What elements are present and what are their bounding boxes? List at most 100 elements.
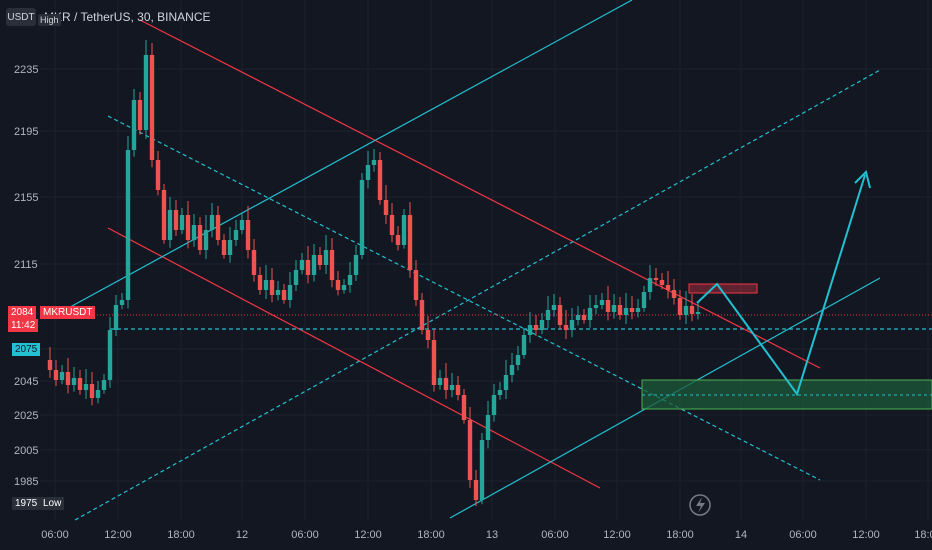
candle-body bbox=[215, 215, 221, 240]
candle-body bbox=[413, 270, 419, 300]
candle-body bbox=[575, 315, 581, 320]
x-tick-label: 12:00 bbox=[354, 529, 382, 541]
candle-body bbox=[347, 275, 353, 285]
candle-body bbox=[407, 215, 413, 270]
candle-body bbox=[107, 330, 113, 380]
candle-body bbox=[287, 285, 293, 300]
candle-body bbox=[185, 215, 191, 240]
x-tick-label: 13 bbox=[486, 529, 498, 541]
candle-body bbox=[437, 378, 443, 385]
candle-body bbox=[401, 215, 407, 245]
x-tick-label: 12:00 bbox=[852, 529, 880, 541]
candle-body bbox=[647, 278, 653, 292]
projection-path bbox=[696, 174, 866, 397]
candle-body bbox=[137, 100, 143, 130]
candle-body bbox=[395, 235, 401, 245]
candle-body bbox=[275, 290, 281, 295]
candle-body bbox=[281, 290, 287, 300]
candle-body bbox=[119, 300, 125, 305]
candle-body bbox=[461, 395, 467, 420]
candle-body bbox=[605, 300, 611, 312]
flash-icon[interactable] bbox=[689, 494, 711, 516]
x-tick-label: 18:00 bbox=[914, 529, 932, 541]
line-price-label: 2075 bbox=[12, 343, 41, 356]
candle-body bbox=[569, 320, 575, 330]
grid bbox=[40, 0, 932, 520]
candle-body bbox=[503, 375, 509, 390]
last-price-label: 2084 bbox=[8, 306, 37, 319]
candle-body bbox=[695, 312, 701, 314]
candle-body bbox=[71, 378, 77, 385]
x-tick-label: 18:00 bbox=[666, 529, 694, 541]
x-tick-label: 18:00 bbox=[167, 529, 195, 541]
candle-body bbox=[587, 308, 593, 320]
candle-body bbox=[641, 292, 647, 308]
candle-body bbox=[509, 365, 515, 375]
candle-body bbox=[581, 315, 587, 320]
price-axis[interactable]: 1985 2005 2025 2045 2075 2115 2155 2195 2235 bbox=[14, 64, 38, 488]
candle-body bbox=[629, 308, 635, 312]
candle-body bbox=[203, 230, 209, 250]
candle-body bbox=[563, 325, 569, 330]
candle-body bbox=[329, 250, 335, 280]
x-tick-label: 12 bbox=[236, 529, 248, 541]
time-axis[interactable]: 06:00 12:00 18:00 12 06:00 12:00 18:00 13 06:00 1… bbox=[41, 529, 932, 541]
candle-body bbox=[65, 372, 71, 385]
candle-body bbox=[359, 180, 365, 255]
candle-body bbox=[539, 320, 545, 330]
candle-body bbox=[671, 290, 677, 298]
channel-lower-line bbox=[107, 227, 601, 489]
candle-body bbox=[455, 385, 461, 395]
trend-upper-line bbox=[49, 0, 633, 319]
candle-body bbox=[353, 255, 359, 275]
candle-body bbox=[485, 415, 491, 440]
y-tick-label: 2155 bbox=[14, 192, 38, 204]
drawing-overlays bbox=[40, 0, 932, 521]
low-price-label: 1975 bbox=[12, 497, 41, 510]
candle-body bbox=[341, 285, 347, 290]
candle-body bbox=[419, 300, 425, 330]
currency-button[interactable]: USDT bbox=[6, 8, 36, 26]
candle-body bbox=[233, 230, 239, 240]
x-tick-label: 14 bbox=[735, 529, 747, 541]
candle-body bbox=[617, 305, 623, 315]
candle-body bbox=[449, 385, 455, 390]
candle-body bbox=[47, 360, 53, 370]
countdown-label: 11:42 bbox=[8, 319, 39, 332]
y-tick-label: 2005 bbox=[14, 445, 38, 457]
candle-body bbox=[521, 335, 527, 355]
candle-body bbox=[653, 278, 659, 280]
candle-body bbox=[227, 240, 233, 255]
candle-body bbox=[635, 308, 641, 312]
candle-body bbox=[95, 390, 101, 398]
candle-body bbox=[179, 215, 185, 230]
candle-body bbox=[209, 215, 215, 230]
candle-body bbox=[251, 250, 257, 275]
x-tick-label: 12:00 bbox=[104, 529, 132, 541]
x-tick-label: 06:00 bbox=[789, 529, 817, 541]
candle-body bbox=[293, 270, 299, 285]
candle-body bbox=[497, 390, 503, 395]
candle-body bbox=[149, 55, 155, 160]
candle-body bbox=[143, 55, 149, 130]
candle-body bbox=[479, 440, 485, 500]
candle-body bbox=[257, 275, 263, 290]
x-tick-label: 06:00 bbox=[541, 529, 569, 541]
candle-body bbox=[323, 250, 329, 265]
candle-body bbox=[89, 384, 95, 398]
candle-body bbox=[59, 372, 65, 380]
candles bbox=[47, 40, 701, 506]
candle-body bbox=[221, 240, 227, 255]
candle-body bbox=[443, 378, 449, 390]
candle-body bbox=[125, 150, 131, 300]
projection-arrow-head bbox=[854, 170, 871, 189]
candle-body bbox=[335, 280, 341, 290]
candle-body bbox=[269, 280, 275, 295]
candle-body bbox=[299, 260, 305, 270]
candle-body bbox=[101, 380, 107, 390]
candle-body bbox=[689, 306, 695, 314]
candle-body bbox=[191, 225, 197, 240]
candle-body bbox=[377, 160, 383, 200]
x-tick-label: 18:00 bbox=[417, 529, 445, 541]
